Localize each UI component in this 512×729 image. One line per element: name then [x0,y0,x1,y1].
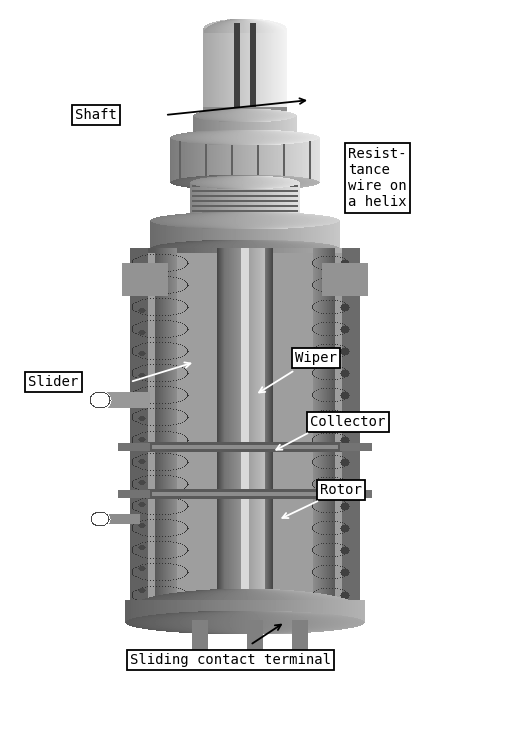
Text: Resist-
tance
wire on
a helix: Resist- tance wire on a helix [348,147,407,209]
Text: Rotor: Rotor [320,483,362,497]
Text: Wiper: Wiper [295,351,337,365]
Text: Sliding contact terminal: Sliding contact terminal [130,653,331,667]
Text: Collector: Collector [310,415,386,429]
Text: Slider: Slider [28,375,78,389]
Text: Shaft: Shaft [75,108,117,122]
